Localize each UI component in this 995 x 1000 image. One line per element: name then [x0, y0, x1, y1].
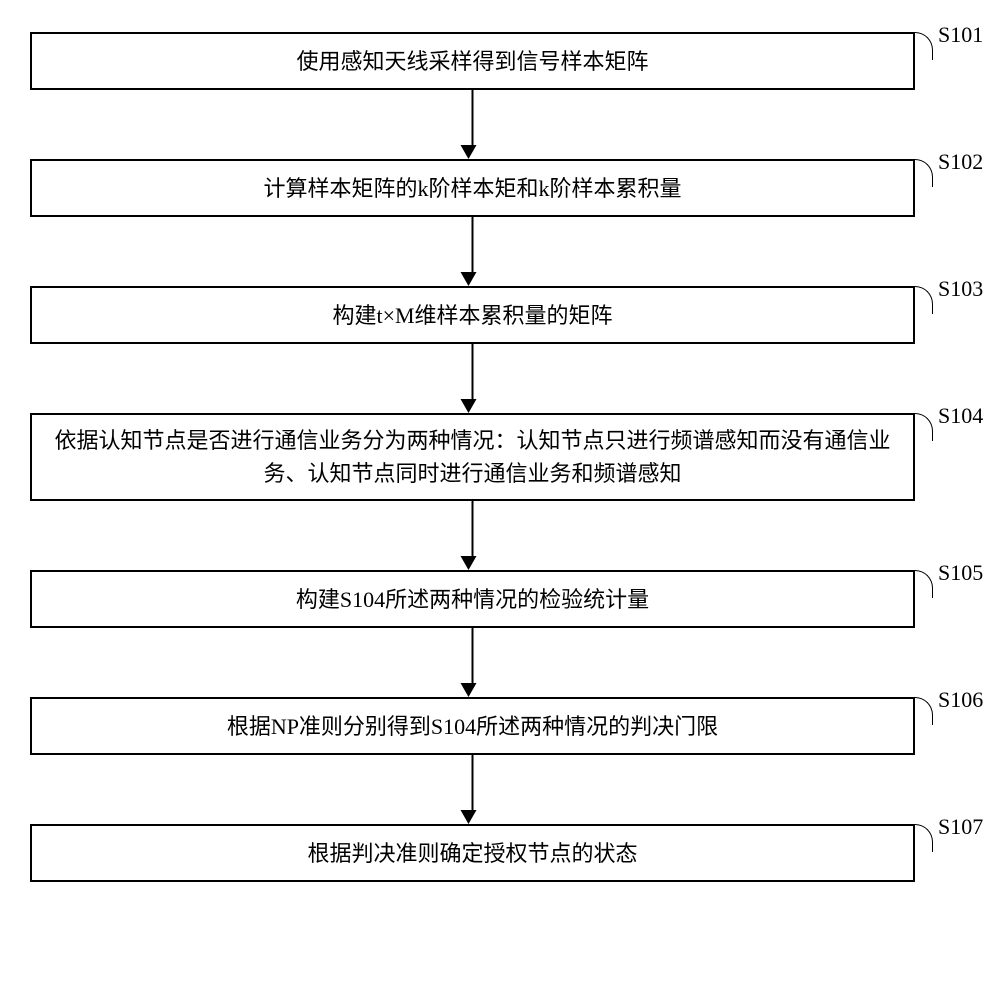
arrow-1: [468, 90, 477, 159]
connector-s106: [915, 697, 933, 725]
connector-s105: [915, 570, 933, 598]
step-text-s101: 使用感知天线采样得到信号样本矩阵: [296, 45, 648, 78]
arrow-3: [468, 344, 477, 413]
step-box-s105: 构建S104所述两种情况的检验统计量: [30, 570, 915, 628]
step-text-s103: 构建t×M维样本累积量的矩阵: [332, 299, 612, 332]
connector-s103: [915, 286, 933, 314]
arrow-2: [468, 217, 477, 286]
step-text-s102: 计算样本矩阵的k阶样本矩和k阶样本累积量: [263, 172, 681, 205]
step-box-s107: 根据判决准则确定授权节点的状态: [30, 824, 915, 882]
step-label-s105: S105: [938, 560, 983, 586]
connector-s101: [915, 32, 933, 60]
step-label-s106: S106: [938, 687, 983, 713]
step-box-s101: 使用感知天线采样得到信号样本矩阵: [30, 32, 915, 90]
step-box-s106: 根据NP准则分别得到S104所述两种情况的判决门限: [30, 697, 915, 755]
step-text-s104: 依据认知节点是否进行通信业务分为两种情况：认知节点只进行频谱感知而没有通信业务、…: [44, 424, 901, 490]
step-text-s106: 根据NP准则分别得到S104所述两种情况的判决门限: [227, 710, 718, 743]
arrow-4: [468, 501, 477, 570]
step-label-s103: S103: [938, 276, 983, 302]
step-text-s107: 根据判决准则确定授权节点的状态: [307, 837, 637, 870]
step-label-s102: S102: [938, 149, 983, 175]
step-label-s101: S101: [938, 22, 983, 48]
step-box-s104: 依据认知节点是否进行通信业务分为两种情况：认知节点只进行频谱感知而没有通信业务、…: [30, 413, 915, 501]
arrow-6: [468, 755, 477, 824]
arrow-5: [468, 628, 477, 697]
step-label-s104: S104: [938, 403, 983, 429]
connector-s104: [915, 413, 933, 441]
step-label-s107: S107: [938, 814, 983, 840]
flowchart-container: 使用感知天线采样得到信号样本矩阵 S101 计算样本矩阵的k阶样本矩和k阶样本累…: [0, 0, 995, 1000]
step-box-s103: 构建t×M维样本累积量的矩阵: [30, 286, 915, 344]
step-text-s105: 构建S104所述两种情况的检验统计量: [296, 583, 649, 616]
connector-s102: [915, 159, 933, 187]
connector-s107: [915, 824, 933, 852]
step-box-s102: 计算样本矩阵的k阶样本矩和k阶样本累积量: [30, 159, 915, 217]
